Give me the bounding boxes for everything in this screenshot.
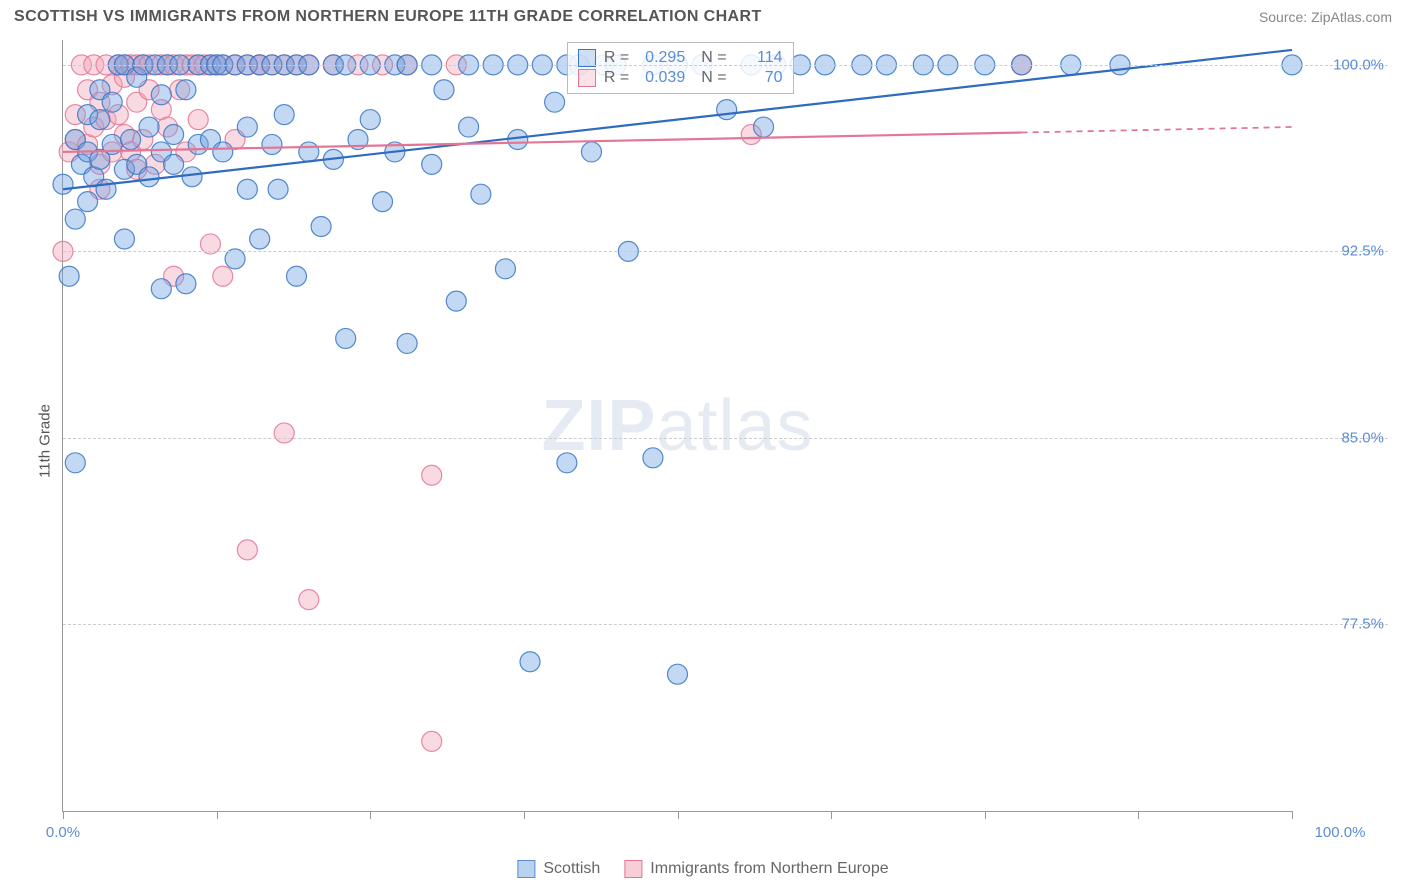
- x-tick: [1292, 811, 1293, 819]
- gridline: [63, 438, 1388, 439]
- scatter-point: [65, 209, 85, 229]
- scatter-point: [53, 174, 73, 194]
- gridline: [63, 624, 1388, 625]
- scatter-point: [262, 134, 282, 154]
- scatter-point: [65, 453, 85, 473]
- correlation-legend: R =0.295N =114R =0.039N =70: [567, 42, 794, 94]
- scatter-point: [287, 266, 307, 286]
- scatter-point: [182, 167, 202, 187]
- scatter-point: [495, 259, 515, 279]
- scatter-point: [96, 179, 116, 199]
- scatter-point: [336, 328, 356, 348]
- scatter-point: [164, 154, 184, 174]
- scatter-point: [581, 142, 601, 162]
- scatter-point: [299, 590, 319, 610]
- correlation-row: R =0.039N =70: [578, 69, 783, 87]
- x-tick: [370, 811, 371, 819]
- trend-line-dashed: [1022, 127, 1292, 132]
- scatter-point: [59, 266, 79, 286]
- y-tick-label: 77.5%: [1341, 616, 1384, 633]
- scatter-point: [237, 540, 257, 560]
- scatter-point: [422, 465, 442, 485]
- x-tick-label: 100.0%: [1315, 824, 1366, 841]
- legend-swatch: [517, 860, 535, 878]
- legend-item: Immigrants from Northern Europe: [624, 860, 888, 878]
- scatter-point: [299, 142, 319, 162]
- scatter-point: [213, 266, 233, 286]
- scatter-point: [250, 229, 270, 249]
- scatter-point: [90, 110, 110, 130]
- scatter-point: [237, 179, 257, 199]
- scatter-point: [188, 110, 208, 130]
- scatter-point: [78, 192, 98, 212]
- scatter-point: [176, 80, 196, 100]
- legend-label: Scottish: [543, 860, 600, 878]
- scatter-point: [114, 229, 134, 249]
- legend-label: Immigrants from Northern Europe: [650, 860, 888, 878]
- scatter-point: [213, 142, 233, 162]
- chart-title: SCOTTISH VS IMMIGRANTS FROM NORTHERN EUR…: [14, 8, 762, 26]
- scatter-point: [446, 291, 466, 311]
- x-tick: [63, 811, 64, 819]
- scatter-point: [422, 154, 442, 174]
- scatter-point: [151, 279, 171, 299]
- x-tick: [524, 811, 525, 819]
- scatter-point: [164, 125, 184, 145]
- source-attribution: Source: ZipAtlas.com: [1259, 9, 1392, 25]
- legend-item: Scottish: [517, 860, 600, 878]
- x-tick-label: 0.0%: [46, 824, 80, 841]
- gridline: [63, 65, 1388, 66]
- y-tick-label: 92.5%: [1341, 243, 1384, 260]
- scatter-point: [360, 110, 380, 130]
- scatter-point: [459, 117, 479, 137]
- y-axis-label: 11th Grade: [36, 404, 53, 478]
- x-tick: [831, 811, 832, 819]
- series-swatch: [578, 69, 596, 87]
- plot-area: ZIPatlas R =0.295N =114R =0.039N =70 77.…: [62, 40, 1292, 812]
- scatter-point: [268, 179, 288, 199]
- scatter-point: [274, 105, 294, 125]
- scatter-point: [139, 117, 159, 137]
- y-tick-label: 85.0%: [1341, 429, 1384, 446]
- x-tick: [1138, 811, 1139, 819]
- scatter-point: [102, 92, 122, 112]
- scatter-svg: [63, 40, 1292, 811]
- scatter-point: [471, 184, 491, 204]
- scatter-point: [237, 117, 257, 137]
- scatter-point: [274, 423, 294, 443]
- source-link[interactable]: ZipAtlas.com: [1311, 9, 1392, 25]
- legend-swatch: [624, 860, 642, 878]
- scatter-point: [422, 731, 442, 751]
- x-tick: [985, 811, 986, 819]
- scatter-point: [397, 333, 417, 353]
- scatter-point: [545, 92, 565, 112]
- gridline: [63, 251, 1388, 252]
- scatter-point: [754, 117, 774, 137]
- x-tick: [678, 811, 679, 819]
- scatter-point: [520, 652, 540, 672]
- scatter-point: [557, 453, 577, 473]
- scatter-point: [373, 192, 393, 212]
- y-tick-label: 100.0%: [1333, 56, 1384, 73]
- scatter-point: [311, 217, 331, 237]
- series-legend: Scottish Immigrants from Northern Europe: [517, 860, 888, 878]
- x-tick: [217, 811, 218, 819]
- scatter-point: [668, 664, 688, 684]
- scatter-point: [434, 80, 454, 100]
- scatter-point: [717, 100, 737, 120]
- scatter-point: [176, 274, 196, 294]
- scatter-point: [643, 448, 663, 468]
- scatter-point: [121, 129, 141, 149]
- scatter-point: [139, 167, 159, 187]
- scatter-point: [151, 85, 171, 105]
- chart-container: 11th Grade ZIPatlas R =0.295N =114R =0.0…: [14, 40, 1392, 842]
